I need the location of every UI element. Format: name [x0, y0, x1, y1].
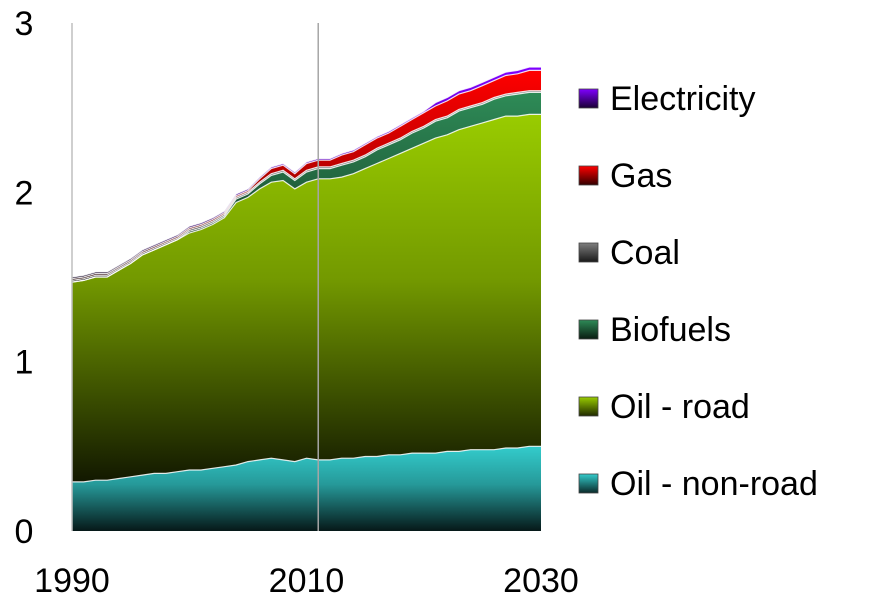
area-gas	[72, 70, 541, 281]
area-oil-road	[72, 114, 541, 482]
legend-label: Electricity	[610, 80, 755, 118]
legend-swatch	[578, 242, 599, 263]
chart-tick-labels: 0 1 2 3 1990 2010 2030	[15, 5, 579, 599]
x-tick-label: 2010	[269, 562, 345, 599]
x-tick-label: 2030	[503, 562, 579, 599]
x-tick-label: 1990	[34, 562, 110, 599]
legend-item-oil-non-road: Oil - non-road	[578, 465, 818, 503]
chart-legend: Electricity Gas Coal Biofuels Oil - road Oil …	[578, 80, 818, 503]
area-biofuels	[72, 92, 541, 283]
y-tick-label: 2	[15, 174, 34, 212]
legend-label: Gas	[610, 157, 672, 195]
legend-label: Oil - non-road	[610, 465, 818, 503]
legend-swatch	[578, 165, 599, 186]
legend-label: Oil - road	[610, 388, 750, 426]
legend-swatch	[578, 88, 599, 109]
legend-label: Coal	[610, 234, 680, 272]
band-edge-line	[72, 445, 541, 483]
legend-item-coal: Coal	[578, 234, 680, 272]
y-tick-label: 1	[15, 344, 34, 382]
chart-axes	[71, 23, 319, 531]
legend-swatch	[578, 473, 599, 494]
band-edge-line	[71, 91, 541, 283]
legend-swatch	[578, 396, 599, 417]
legend-item-electricity: Electricity	[578, 80, 755, 118]
legend-swatch	[578, 319, 599, 340]
band-edge-line	[71, 69, 541, 280]
legend-item-biofuels: Biofuels	[578, 311, 731, 349]
legend-item-oil-road: Oil - road	[578, 388, 750, 426]
legend-label: Biofuels	[610, 311, 731, 349]
legend-item-gas: Gas	[578, 157, 672, 195]
area-oil-non-road	[72, 446, 541, 531]
chart-areas	[71, 66, 541, 531]
y-tick-label: 0	[15, 513, 34, 551]
band-edge-line	[71, 90, 541, 281]
y-tick-label: 3	[15, 5, 34, 43]
band-edge-line	[71, 66, 541, 278]
